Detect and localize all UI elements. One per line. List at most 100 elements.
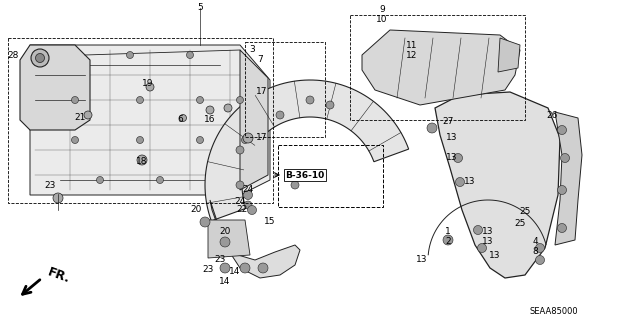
Circle shape [244,201,252,209]
Circle shape [53,193,63,203]
Text: 14: 14 [229,268,241,277]
Circle shape [276,111,284,119]
Circle shape [443,235,453,245]
Text: 4: 4 [532,238,538,247]
Circle shape [454,153,463,162]
Circle shape [536,243,545,253]
Circle shape [31,49,49,67]
Circle shape [240,263,250,273]
Text: B-36-10: B-36-10 [285,170,324,180]
Text: 3: 3 [249,46,255,55]
Circle shape [196,97,204,103]
Circle shape [243,190,253,199]
Text: 5: 5 [197,3,203,11]
Text: 10: 10 [376,16,388,25]
Circle shape [477,243,486,253]
Text: SEAA85000: SEAA85000 [530,308,579,316]
Text: 25: 25 [519,207,531,217]
Circle shape [220,263,230,273]
Circle shape [146,83,154,91]
Circle shape [137,155,147,165]
Circle shape [456,177,465,187]
Bar [8,38,273,203]
Circle shape [224,104,232,112]
Text: 19: 19 [142,79,154,88]
Polygon shape [555,112,582,245]
Circle shape [35,54,45,63]
Circle shape [258,263,268,273]
Text: 23: 23 [214,256,226,264]
Circle shape [241,137,248,144]
Text: 14: 14 [220,278,230,286]
Text: 16: 16 [204,115,216,124]
Text: 17: 17 [256,133,268,143]
Text: 13: 13 [464,177,476,187]
Circle shape [84,111,92,119]
Text: 13: 13 [416,256,428,264]
Bar [350,15,525,120]
Circle shape [72,137,79,144]
Text: 6: 6 [177,115,183,124]
Polygon shape [210,200,300,278]
Circle shape [236,146,244,154]
Circle shape [306,96,314,104]
Polygon shape [205,80,409,221]
Polygon shape [362,30,520,105]
Text: 13: 13 [483,227,493,236]
Polygon shape [20,45,90,130]
Text: 13: 13 [446,133,458,143]
Text: 18: 18 [136,158,148,167]
Text: 24: 24 [234,197,246,206]
Text: 21: 21 [74,114,86,122]
Circle shape [291,181,299,189]
Polygon shape [240,50,268,190]
Circle shape [237,97,243,103]
Text: 13: 13 [489,251,500,261]
Circle shape [206,106,214,114]
Circle shape [179,115,186,122]
Text: 13: 13 [483,238,493,247]
Text: 12: 12 [406,51,418,61]
Text: 26: 26 [547,112,557,121]
Circle shape [127,51,134,58]
Bar [278,145,383,207]
Circle shape [136,97,143,103]
Circle shape [557,125,566,135]
Circle shape [561,153,570,162]
Circle shape [136,137,143,144]
Text: 27: 27 [442,117,454,127]
Polygon shape [30,45,270,195]
Text: 20: 20 [220,227,230,236]
Text: 8: 8 [532,248,538,256]
Text: 28: 28 [7,50,19,60]
Circle shape [186,51,193,58]
Circle shape [427,123,437,133]
Circle shape [196,137,204,144]
Text: 13: 13 [446,153,458,162]
Text: 25: 25 [515,219,525,228]
Bar [245,42,325,137]
Polygon shape [498,38,520,72]
Text: 22: 22 [236,205,248,214]
Circle shape [248,205,257,214]
Text: 7: 7 [257,56,263,64]
Text: 20: 20 [190,205,202,214]
Polygon shape [435,92,560,278]
Circle shape [97,176,104,183]
Text: 11: 11 [406,41,418,50]
Circle shape [557,224,566,233]
Text: 1: 1 [445,227,451,236]
Circle shape [243,133,253,143]
Text: FR.: FR. [46,266,72,286]
Circle shape [326,101,334,109]
Text: 23: 23 [202,265,214,275]
Text: 23: 23 [44,181,56,189]
Polygon shape [208,220,250,258]
Circle shape [557,186,566,195]
Text: 9: 9 [379,5,385,14]
Text: 24: 24 [243,186,253,195]
Text: 2: 2 [445,238,451,247]
Circle shape [157,176,163,183]
Circle shape [474,226,483,234]
Text: 17: 17 [256,87,268,97]
